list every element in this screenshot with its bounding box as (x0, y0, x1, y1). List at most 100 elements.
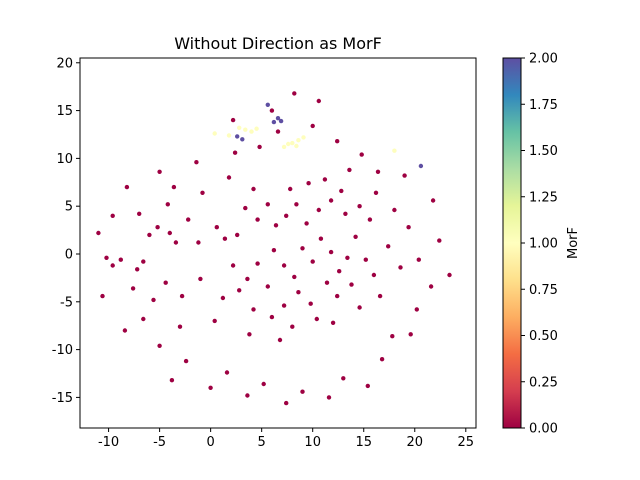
data-point (300, 246, 305, 251)
data-point (237, 288, 242, 293)
data-point (251, 307, 256, 312)
data-point (430, 198, 436, 203)
x-tick-label: -5 (153, 435, 166, 450)
data-point (232, 150, 238, 155)
colorbar-tick-label: 0.75 (529, 283, 558, 298)
data-point (339, 188, 344, 194)
data-point (294, 202, 299, 207)
data-point (306, 181, 311, 186)
y-tick-label: 0 (65, 247, 73, 262)
data-point (371, 272, 377, 278)
data-point (379, 357, 385, 362)
data-point (155, 225, 160, 230)
data-point (447, 272, 452, 278)
data-point (281, 144, 287, 150)
data-point (273, 223, 279, 228)
data-point (296, 290, 301, 295)
data-point (359, 152, 364, 157)
colorbar-tick-label: 0.25 (529, 375, 558, 390)
data-point (398, 265, 403, 270)
data-point (290, 324, 295, 329)
data-point (251, 186, 256, 192)
y-axis: -15 -10 -5 0 5 10 15 20 (52, 56, 80, 406)
data-point (96, 230, 101, 236)
data-point (308, 301, 313, 306)
data-point (392, 148, 397, 153)
data-point (183, 358, 189, 364)
data-point (304, 221, 309, 226)
data-point (265, 102, 270, 108)
data-point (294, 143, 299, 149)
x-tick-label: 15 (355, 435, 372, 450)
data-point (375, 169, 381, 174)
data-point (261, 381, 266, 387)
data-point (130, 286, 136, 291)
data-point (357, 204, 362, 209)
colorbar-tick-label: 0.00 (529, 422, 558, 437)
data-point (406, 225, 411, 230)
x-tick-label: 5 (258, 435, 266, 450)
data-point (245, 276, 250, 282)
data-point (254, 126, 259, 131)
data-point (269, 108, 275, 113)
data-point (322, 177, 328, 182)
y-tick-label: 20 (56, 56, 73, 71)
colorbar-tick-label: 1.00 (529, 237, 558, 252)
data-point (414, 307, 419, 312)
data-point (284, 400, 289, 406)
data-point (226, 175, 232, 180)
x-axis: -10 -5 0 5 10 15 20 25 (98, 428, 474, 450)
data-point (196, 240, 201, 245)
data-point (341, 376, 346, 381)
colorbar-tick-label: 0.50 (529, 329, 558, 344)
data-point (281, 303, 287, 308)
data-point (377, 293, 383, 299)
data-point (257, 144, 262, 150)
data-point (230, 117, 236, 123)
colorbar-tick-label: 2.00 (529, 52, 558, 67)
chart-title: Without Direction as MorF (174, 34, 382, 53)
data-point (328, 249, 334, 255)
data-point (243, 127, 248, 132)
data-point (275, 116, 281, 121)
data-point (392, 207, 397, 213)
colorbar-gradient (502, 57, 522, 429)
data-point (316, 98, 321, 104)
colorbar-tick-label: 1.75 (529, 98, 558, 113)
data-point (255, 261, 260, 266)
data-point (141, 316, 146, 322)
data-point (245, 393, 250, 398)
data-point (408, 332, 413, 337)
x-tick-label: 0 (206, 435, 214, 450)
data-point (240, 137, 245, 142)
data-point (194, 160, 199, 165)
data-point (124, 184, 130, 190)
data-point (324, 280, 330, 285)
data-point (418, 163, 424, 169)
data-point (290, 140, 295, 146)
data-point (284, 213, 289, 218)
data-point (275, 129, 281, 134)
colorbar-tick-label: 1.25 (529, 190, 558, 205)
data-point (247, 332, 252, 337)
data-point (390, 334, 395, 339)
y-tick-label: 5 (65, 200, 73, 215)
data-point (330, 320, 336, 325)
colorbar-ticks: 0.00 0.25 0.50 0.75 1.00 1.25 1.50 1.75 2.00 (521, 52, 558, 437)
data-point (310, 259, 315, 264)
data-point (345, 255, 350, 260)
data-point (249, 129, 254, 134)
data-point (157, 343, 162, 348)
data-point (357, 305, 362, 310)
data-point (179, 293, 185, 299)
data-point (271, 119, 277, 125)
data-point (288, 186, 293, 192)
data-point (186, 217, 191, 222)
y-tick-label: 10 (56, 152, 73, 167)
data-point (110, 263, 115, 268)
data-point (165, 202, 170, 207)
data-point (163, 280, 168, 285)
data-point (224, 370, 230, 375)
data-point (437, 238, 442, 243)
data-point (173, 240, 179, 245)
